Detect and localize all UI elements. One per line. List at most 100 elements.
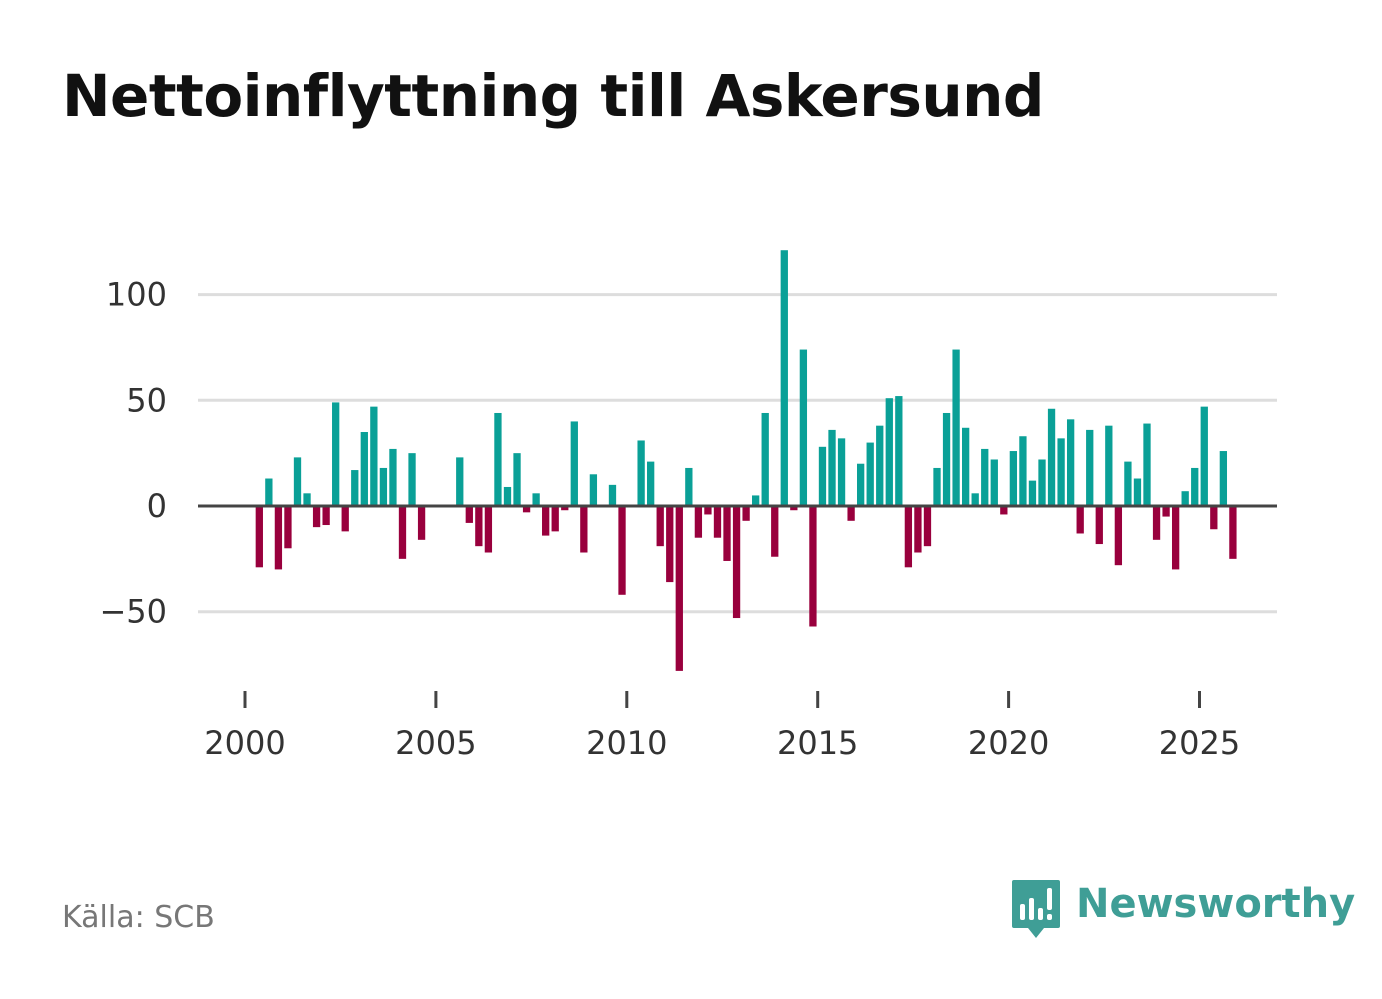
bar-negative <box>551 506 559 532</box>
bar-negative <box>1162 506 1170 517</box>
bar-negative <box>618 506 626 595</box>
bar-positive <box>857 463 865 506</box>
bar-positive <box>379 467 388 506</box>
bar-positive <box>752 495 760 506</box>
bar-negative <box>904 506 913 568</box>
bar-positive <box>1009 451 1018 506</box>
bar-positive <box>876 425 884 506</box>
bar-positive <box>828 429 836 506</box>
bar-negative <box>475 506 483 547</box>
bar-negative <box>1229 506 1237 559</box>
bar-negative <box>341 506 349 532</box>
bar-positive <box>799 349 808 506</box>
bar-positive <box>761 412 769 506</box>
bar-positive <box>265 478 273 506</box>
bar-negative <box>274 506 283 570</box>
bar-positive <box>570 421 578 506</box>
bar-negative <box>713 506 722 538</box>
y-tick-label: 0 <box>147 487 167 525</box>
bar-negative <box>1095 506 1103 545</box>
bar-positive <box>303 493 311 506</box>
bar-negative <box>255 506 263 568</box>
newsworthy-logo-icon <box>1012 880 1060 938</box>
bar-negative <box>312 506 321 528</box>
x-tick-label: 2000 <box>204 724 285 762</box>
source-note: Källa: SCB <box>62 900 215 935</box>
bar-positive <box>1181 491 1189 506</box>
bar-negative <box>675 506 683 671</box>
bar-negative <box>656 506 664 547</box>
chart-title: Nettoinflyttning till Askersund <box>62 62 1044 130</box>
bar-negative <box>1076 506 1084 534</box>
bar-positive <box>780 250 788 506</box>
bar-negative <box>465 506 473 523</box>
bar-negative <box>322 506 330 526</box>
bars <box>255 250 1237 671</box>
bar-positive <box>1028 480 1037 506</box>
bar-positive <box>952 349 960 506</box>
brand-name: Newsworthy <box>1076 881 1356 927</box>
bar-positive <box>1105 425 1113 506</box>
bar-positive <box>885 398 893 506</box>
bar-negative <box>1000 506 1008 515</box>
bar-positive <box>866 442 874 506</box>
bar-positive <box>962 427 970 506</box>
bar-positive <box>981 448 989 506</box>
bar-positive <box>990 459 998 506</box>
y-tick-label: 50 <box>126 381 167 419</box>
bar-positive <box>1133 478 1142 506</box>
bar-negative <box>484 506 493 553</box>
bar-positive <box>1066 419 1075 506</box>
bar-positive <box>1143 423 1151 506</box>
y-axis-ticks: 100 50 0 −50 <box>99 276 167 631</box>
bar-negative <box>732 506 741 619</box>
bar-positive <box>933 467 941 506</box>
bar-negative <box>1210 506 1218 530</box>
bar-positive <box>408 453 416 506</box>
x-tick-label: 2025 <box>1159 724 1240 762</box>
bar-negative <box>742 506 750 521</box>
y-tick-label: −50 <box>99 593 167 631</box>
bar-positive <box>685 467 693 506</box>
bar-positive <box>293 457 302 506</box>
bar-positive <box>513 453 521 506</box>
bar-negative <box>1114 506 1123 566</box>
bar-positive <box>389 448 397 506</box>
bar-negative <box>561 506 569 511</box>
bar-negative <box>847 506 855 521</box>
bar-negative <box>417 506 426 540</box>
bar-positive <box>370 406 378 506</box>
x-tick-label: 2010 <box>586 724 667 762</box>
x-tick-label: 2020 <box>968 724 1049 762</box>
bar-positive <box>1200 406 1208 506</box>
bar-negative <box>1152 506 1161 540</box>
bar-positive <box>942 412 951 506</box>
bar-positive <box>1219 451 1228 506</box>
bar-negative <box>790 506 798 511</box>
bar-positive <box>1124 461 1132 506</box>
bar-positive <box>503 486 512 506</box>
bar-positive <box>360 432 368 506</box>
bar-negative <box>580 506 588 553</box>
bar-positive <box>1019 436 1027 506</box>
bar-negative <box>809 506 817 627</box>
bar-positive <box>971 493 979 506</box>
bar-negative <box>771 506 779 557</box>
bar-positive <box>637 440 645 506</box>
bar-negative <box>284 506 292 549</box>
bar-positive <box>818 446 827 506</box>
bar-negative <box>914 506 922 553</box>
bar-positive <box>895 396 903 506</box>
y-tick-label: 100 <box>106 276 167 314</box>
bar-positive <box>837 438 846 506</box>
bar-negative <box>723 506 731 561</box>
bar-positive <box>456 457 464 506</box>
bar-positive <box>332 402 340 506</box>
bar-positive <box>1047 408 1056 506</box>
bar-positive <box>532 493 540 506</box>
bar-negative <box>542 506 550 536</box>
bar-positive <box>647 461 655 506</box>
bar-negative <box>398 506 407 559</box>
bar-positive <box>589 474 598 506</box>
